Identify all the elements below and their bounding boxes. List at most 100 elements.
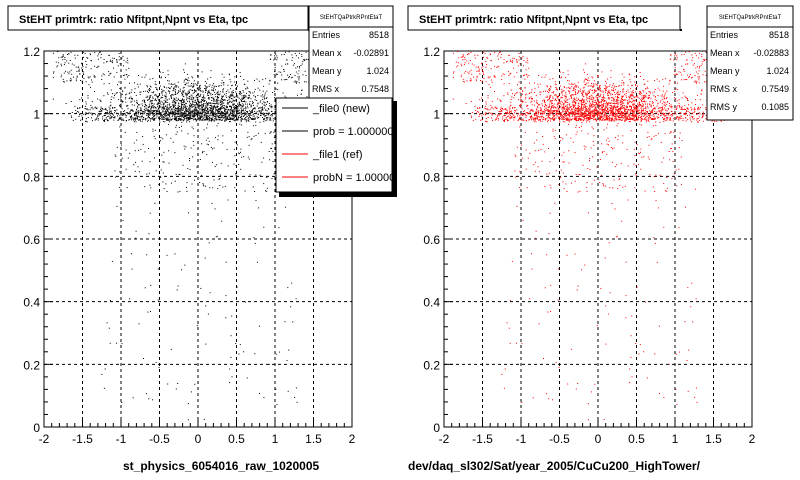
scatter-point [148, 172, 150, 174]
scatter-point [173, 118, 175, 120]
scatter-point [605, 114, 607, 116]
scatter-point [224, 99, 225, 101]
scatter-point [259, 110, 261, 112]
scatter-point [110, 101, 112, 103]
scatter-point [205, 90, 207, 91]
scatter-point [598, 119, 600, 121]
scatter-point [610, 112, 612, 114]
scatter-point [221, 111, 223, 112]
scatter-point [538, 111, 540, 113]
scatter-point [255, 96, 256, 98]
scatter-point [160, 169, 162, 171]
scatter-point [155, 107, 157, 109]
scatter-point [550, 118, 551, 120]
scatter-point [255, 121, 257, 123]
scatter-point [114, 116, 116, 118]
scatter-point [589, 85, 591, 87]
scatter-point [162, 110, 164, 112]
scatter-point [618, 179, 620, 181]
scatter-point [188, 108, 190, 110]
scatter-point [149, 88, 151, 89]
scatter-point [566, 191, 568, 192]
scatter-point [226, 118, 228, 120]
scatter-point [233, 109, 235, 110]
scatter-point [534, 150, 536, 152]
scatter-point [198, 101, 200, 103]
scatter-point [686, 108, 688, 110]
scatter-point [264, 133, 266, 135]
scatter-point [273, 131, 275, 133]
scatter-point [129, 298, 131, 300]
scatter-point [61, 56, 63, 58]
scatter-point [614, 106, 616, 107]
scatter-point [238, 164, 240, 165]
scatter-point [53, 71, 55, 73]
scatter-point [580, 102, 582, 104]
scatter-point [192, 112, 194, 114]
scatter-point [475, 110, 477, 111]
scatter-point [57, 62, 59, 64]
scatter-point [70, 69, 72, 71]
scatter-point [661, 112, 662, 114]
scatter-point [642, 110, 644, 112]
scatter-point [583, 145, 585, 147]
scatter-point [67, 71, 69, 73]
scatter-point [199, 86, 201, 88]
scatter-point [232, 99, 234, 101]
scatter-point [626, 107, 628, 109]
scatter-point [226, 111, 228, 113]
scatter-point [285, 206, 286, 208]
scatter-point [198, 119, 200, 121]
scatter-point [208, 140, 210, 142]
scatter-point [567, 117, 569, 119]
scatter-point [213, 90, 215, 92]
scatter-point [680, 156, 682, 158]
scatter-point [238, 97, 240, 99]
scatter-point [254, 79, 255, 81]
scatter-point [261, 112, 262, 114]
scatter-point [570, 348, 572, 350]
scatter-point [574, 83, 576, 85]
scatter-point [544, 287, 546, 289]
left-x-tick-labels: -2 -1.5 -1 -0.5 0 0.5 1 1.5 2 [39, 432, 356, 446]
scatter-point [95, 113, 96, 115]
scatter-point [124, 110, 126, 112]
scatter-point [576, 116, 578, 118]
scatter-point [143, 101, 145, 103]
scatter-point [216, 115, 218, 117]
scatter-point [217, 122, 219, 124]
scatter-point [201, 99, 203, 100]
scatter-point [229, 96, 231, 98]
scatter-point [655, 200, 657, 202]
scatter-point [543, 90, 545, 92]
scatter-point [176, 86, 178, 88]
scatter-point [192, 100, 194, 102]
scatter-point [685, 63, 687, 65]
scatter-point [149, 89, 151, 91]
scatter-point [241, 106, 243, 108]
scatter-point [581, 110, 583, 111]
scatter-point [493, 76, 495, 78]
scatter-point [210, 92, 212, 94]
scatter-point [694, 52, 696, 54]
scatter-point [477, 111, 479, 112]
scatter-point [262, 117, 263, 118]
scatter-point [179, 190, 181, 192]
scatter-point [546, 95, 548, 97]
scatter-point [234, 110, 236, 112]
scatter-point [191, 83, 192, 84]
scatter-point [130, 118, 132, 120]
scatter-point [158, 105, 160, 107]
scatter-point [188, 98, 190, 100]
scatter-point [248, 114, 250, 116]
scatter-point [181, 113, 183, 115]
scatter-point [191, 89, 193, 91]
scatter-point [126, 115, 128, 117]
scatter-point [702, 120, 704, 122]
scatter-point [186, 117, 188, 119]
scatter-point [93, 75, 95, 77]
scatter-point [193, 115, 195, 117]
scatter-point [77, 111, 79, 112]
scatter-point [551, 111, 553, 113]
scatter-point [221, 100, 223, 102]
